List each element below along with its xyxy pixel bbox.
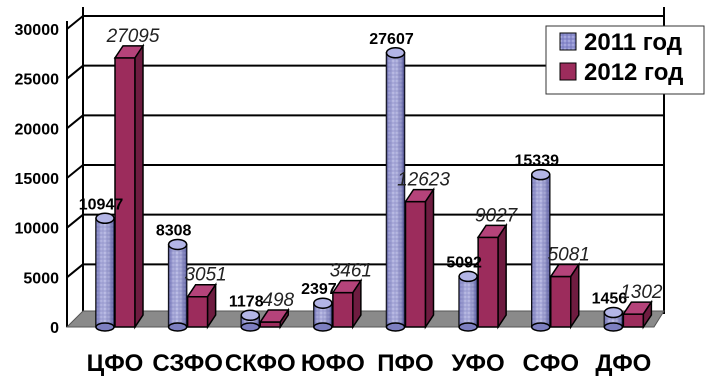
- y-axis: 0 5000 10000 15000 20000 25000 30000: [15, 22, 60, 337]
- data-label-2012: 1302: [620, 282, 663, 303]
- bar-2012-side: [279, 307, 289, 330]
- bar-2011-base: [385, 322, 406, 332]
- data-label-2012: 12623: [397, 170, 450, 191]
- legend: 2011 год 2012 год: [545, 25, 705, 95]
- bar-2012: [477, 236, 499, 328]
- data-label-2012: 3051: [184, 265, 226, 286]
- bar-2011-base: [240, 322, 260, 332]
- data-label-2011: 2397: [301, 281, 337, 298]
- gridline-depth: [66, 263, 84, 279]
- gridline-depth: [66, 114, 84, 130]
- y-tick-label: 20000: [15, 121, 60, 138]
- bar-2011-base: [167, 322, 188, 332]
- bar-2011-shade: [386, 52, 405, 327]
- y-tick-label: 0: [50, 320, 59, 337]
- bar-2011-top: [531, 168, 551, 181]
- data-label-2011: 8308: [156, 222, 192, 239]
- bar-2011-top: [240, 309, 260, 322]
- bar-2011-base: [95, 322, 115, 332]
- data-label-2012: 9027: [475, 205, 519, 226]
- data-label-2011: 27607: [369, 31, 414, 48]
- bar-2012: [550, 275, 572, 328]
- legend-label: 2012 год: [584, 59, 683, 86]
- gridline-depth: [66, 213, 84, 229]
- bar-2012-side: [206, 282, 217, 330]
- bar-2011-base: [531, 322, 551, 332]
- x-tick-label: УФО: [452, 350, 505, 376]
- legend-swatch: [559, 62, 577, 81]
- y-tick-label: 30000: [15, 22, 60, 39]
- data-label-2012: 27095: [106, 26, 160, 47]
- data-label-2012: 5081: [548, 245, 590, 266]
- gridline-depth: [66, 64, 84, 80]
- data-label-2012: 3461: [330, 261, 372, 282]
- y-tick-label: 10000: [15, 221, 60, 238]
- bar-2011-top: [95, 212, 115, 225]
- x-tick-label: ЦФО: [87, 350, 144, 376]
- bar-2012: [114, 57, 136, 328]
- x-tick-label: ПФО: [377, 350, 433, 376]
- bar-2011-base: [458, 322, 478, 332]
- bar-2012-side: [642, 299, 653, 330]
- x-axis: ЦФО СЗФО СКФО ЮФО ПФО УФО СФО ДФО: [87, 350, 652, 376]
- data-label-2011: 1456: [592, 291, 628, 308]
- bar-2012-side: [424, 187, 435, 330]
- y-tick-label: 25000: [15, 72, 60, 89]
- x-tick-label: ДФО: [595, 350, 651, 376]
- bar-2011-shade: [531, 174, 550, 327]
- bar-2011-shade: [168, 244, 187, 327]
- bars: [95, 43, 653, 332]
- x-tick-label: ЮФО: [301, 350, 365, 376]
- bar-2012: [186, 295, 209, 328]
- bar-2011-top: [385, 47, 406, 59]
- bar-2012: [622, 313, 645, 328]
- x-tick-label: СЗФО: [152, 350, 223, 376]
- bar-2011-shade: [313, 303, 332, 327]
- bar-2012-side: [570, 262, 580, 330]
- data-label-2011: 5092: [446, 254, 482, 271]
- x-tick-label: СКФО: [225, 350, 296, 376]
- gridline-depth: [66, 15, 84, 30]
- bar-2011-base: [313, 322, 333, 332]
- bar-2012-side: [352, 278, 362, 330]
- y-tick-label: 15000: [15, 171, 60, 188]
- bar-2011-top: [313, 297, 333, 309]
- legend-label: 2011 год: [584, 29, 682, 56]
- bar-2012-side: [134, 43, 144, 330]
- y-tick-label: 5000: [23, 270, 59, 287]
- bar-2011-top: [603, 306, 624, 319]
- gridline-depth: [66, 164, 84, 179]
- data-label-2011: 1178: [229, 293, 264, 310]
- x-tick-label: СФО: [523, 350, 579, 376]
- bar-2011-shade: [459, 276, 478, 327]
- legend-swatch: [559, 32, 577, 51]
- bar-2011-shade: [96, 218, 114, 327]
- bar-2011-shade: [241, 315, 260, 327]
- bar-2012: [404, 200, 427, 328]
- bar-2012-side: [497, 222, 507, 330]
- bar-2011-top: [458, 270, 478, 283]
- data-label-2011: 10947: [79, 196, 124, 213]
- data-label-2012: 498: [262, 290, 294, 311]
- bar-2011-top: [167, 238, 188, 251]
- data-label-2011: 15339: [515, 153, 560, 170]
- bar-2011-base: [603, 322, 624, 332]
